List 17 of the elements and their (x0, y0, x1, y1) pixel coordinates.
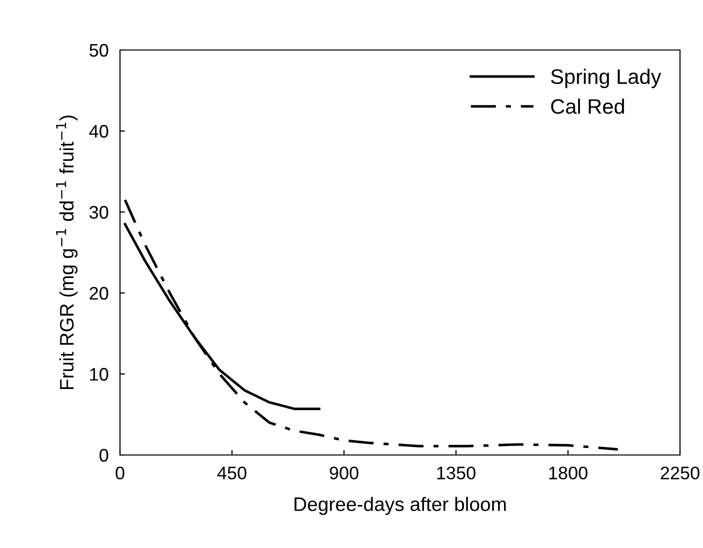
legend-label: Spring Lady (551, 68, 662, 88)
x-tick-label: 1800 (549, 466, 588, 480)
x-tick-label: 2250 (660, 466, 700, 480)
y-tick-label: 0 (100, 448, 108, 462)
line-series (124, 198, 620, 451)
y-tick-label: 30 (89, 206, 108, 219)
x-axis-title: Degree-days after bloom (294, 496, 506, 515)
y-tick-label: 50 (90, 44, 108, 57)
y-tick-label: 40 (89, 124, 108, 138)
x-tick-label: 450 (217, 466, 246, 480)
x-tick-label: 1350 (437, 466, 476, 480)
x-tick-label: 900 (330, 466, 358, 480)
y-tick-label: 10 (90, 368, 108, 381)
y-axis-title: Fruit RGR (mg g$^{−1}$ dd$^{−1}$ fruit$^{−1}$) (56, 116, 78, 390)
y-tick-label: 20 (90, 286, 108, 300)
x-tick-label: 0 (116, 466, 124, 480)
legend-label: Cal Red (551, 98, 624, 114)
